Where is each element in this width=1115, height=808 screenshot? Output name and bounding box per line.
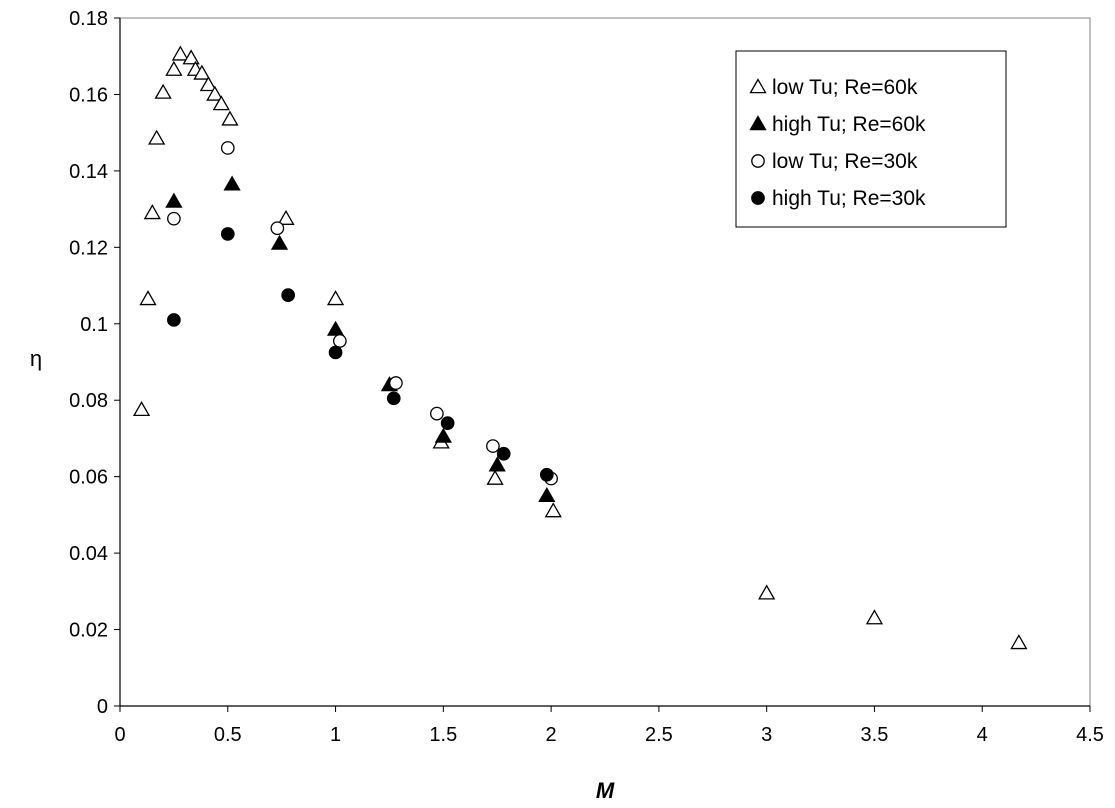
- data-point: [132, 400, 151, 417]
- data-points: [132, 45, 1028, 650]
- data-point: [434, 427, 452, 443]
- series-2: [165, 175, 556, 503]
- data-point: [148, 129, 166, 145]
- legend-label: low Tu; Re=30k: [772, 150, 918, 173]
- data-point: [139, 290, 157, 306]
- x-tick-label: 0.5: [214, 724, 242, 746]
- data-point: [171, 45, 189, 61]
- data-point: [326, 290, 345, 306]
- data-point: [333, 334, 347, 348]
- data-point: [440, 416, 455, 431]
- x-tick-label: 4.5: [1076, 724, 1104, 746]
- y-tick-label: 0.14: [69, 161, 108, 183]
- series-1: [132, 45, 1028, 650]
- data-point: [223, 175, 241, 191]
- data-point: [496, 446, 511, 461]
- data-point: [167, 313, 181, 327]
- x-tick-label: 2.5: [645, 724, 673, 746]
- data-point: [538, 486, 556, 503]
- data-point: [1010, 634, 1028, 650]
- data-point: [281, 288, 295, 302]
- y-tick-label: 0.16: [69, 84, 108, 106]
- data-point: [486, 439, 500, 453]
- y-tick-label: 0.12: [69, 237, 108, 259]
- data-point: [143, 204, 161, 220]
- legend-marker: [749, 115, 767, 131]
- data-point: [544, 502, 562, 518]
- data-point: [430, 406, 444, 421]
- data-point: [221, 110, 239, 126]
- data-point: [277, 209, 295, 225]
- x-tick-label: 1.5: [429, 724, 457, 746]
- y-axis-title: η: [30, 346, 42, 371]
- x-tick-label: 1: [330, 724, 341, 746]
- legend-label: high Tu; Re=30k: [772, 187, 926, 210]
- legend-label: low Tu; Re=60k: [772, 76, 918, 99]
- legend-label: high Tu; Re=60k: [772, 113, 926, 136]
- x-tick-label: 3.5: [861, 724, 889, 746]
- legend-marker: [751, 154, 765, 168]
- axes: [119, 17, 1091, 707]
- x-tick-label: 2: [546, 724, 557, 746]
- data-point: [206, 85, 224, 101]
- data-point: [389, 376, 403, 390]
- data-point: [165, 60, 183, 76]
- data-point: [182, 49, 200, 65]
- y-tick-label: 0.06: [69, 467, 108, 489]
- x-axis-title: M: [596, 778, 615, 803]
- data-point: [220, 141, 235, 155]
- data-point: [328, 345, 343, 360]
- data-point: [165, 192, 183, 208]
- data-point: [154, 83, 172, 99]
- series-4: [167, 227, 554, 482]
- data-point: [865, 609, 884, 625]
- y-tick-label: 0.04: [69, 543, 108, 565]
- x-tick-label: 3: [761, 724, 772, 746]
- x-tick-label: 4: [977, 724, 988, 746]
- data-point: [488, 456, 506, 472]
- data-point: [220, 227, 235, 241]
- data-point: [386, 391, 401, 406]
- legend-marker: [749, 78, 767, 94]
- data-point: [167, 211, 181, 226]
- data-point: [486, 469, 504, 485]
- legend: low Tu; Re=60k high Tu; Re=60k low Tu; Re=…: [735, 50, 1007, 228]
- data-point: [270, 234, 289, 250]
- legend-box: [735, 50, 1007, 228]
- series-3: [167, 141, 558, 486]
- y-tick-label: 0.1: [80, 314, 108, 336]
- y-tick-label: 0.02: [69, 620, 108, 642]
- data-point: [193, 64, 211, 80]
- y-tick-label: 0: [97, 696, 108, 718]
- ticks: 0 0.02 0.04 0.06 0.08 0.1 0.12 0.14 0.16 0.18 0 0.5…: [69, 8, 1104, 746]
- data-point: [270, 221, 285, 236]
- y-tick-label: 0.18: [69, 8, 108, 30]
- x-tick-label: 0: [114, 724, 125, 746]
- data-point: [212, 95, 230, 111]
- legend-marker: [751, 191, 765, 205]
- y-tick-label: 0.08: [69, 390, 108, 412]
- data-point: [326, 320, 345, 336]
- data-point: [199, 76, 217, 92]
- data-point: [758, 584, 776, 600]
- data-point: [539, 467, 554, 482]
